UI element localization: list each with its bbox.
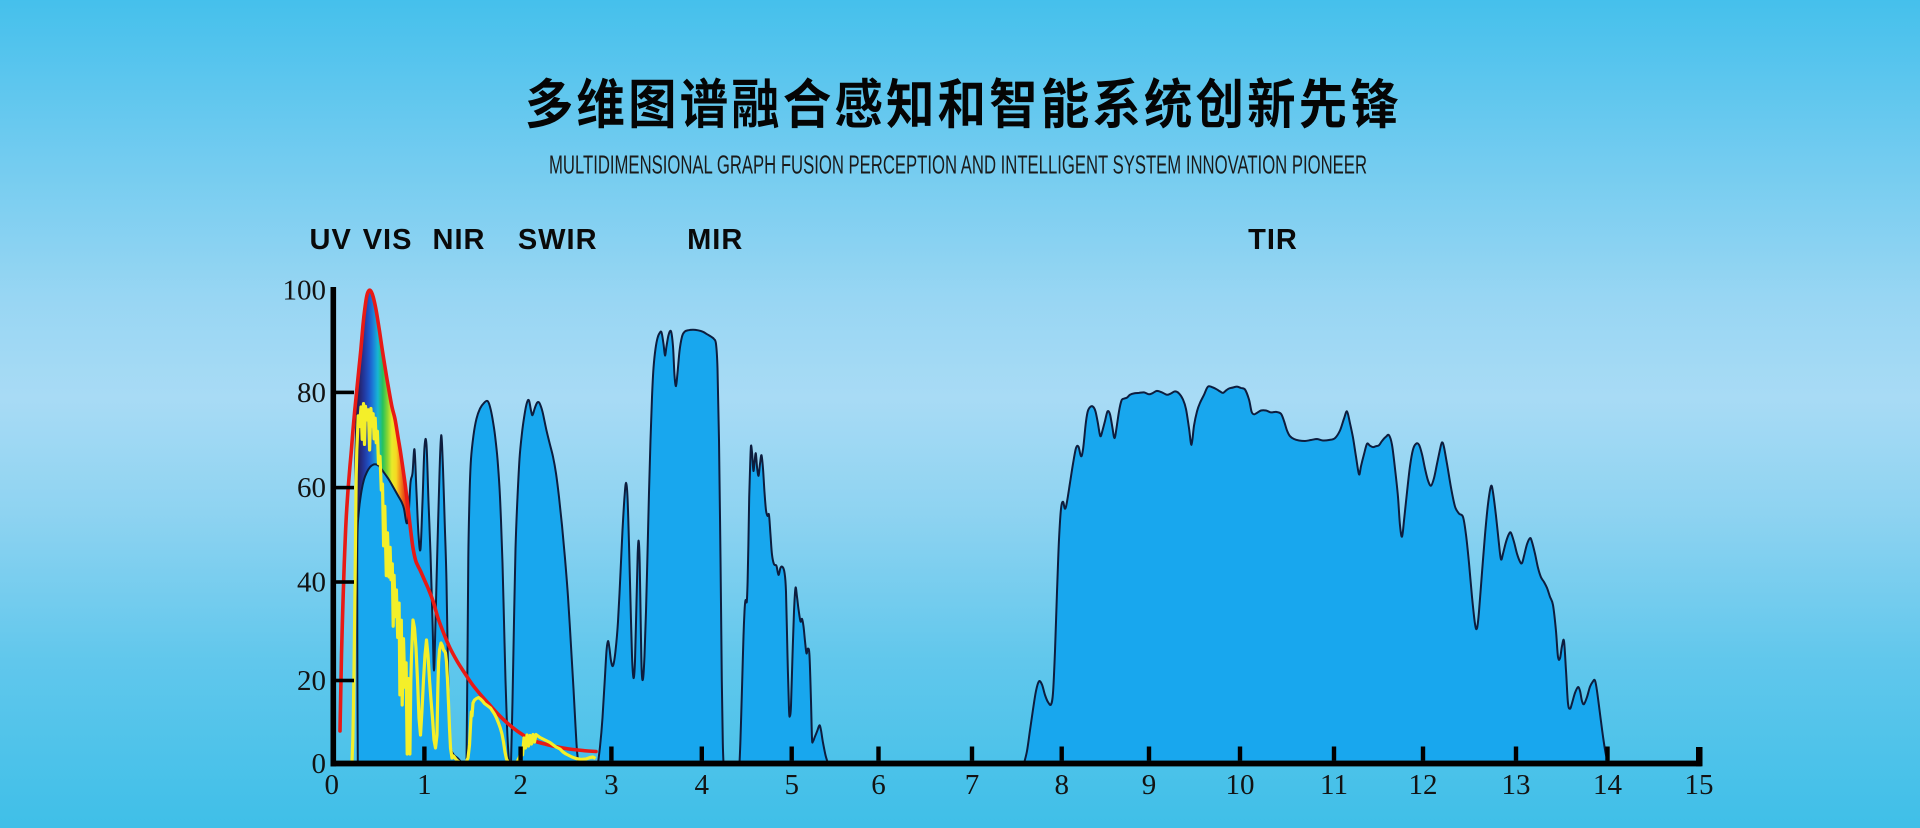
svg-text:0: 0 [312, 748, 327, 780]
svg-text:11: 11 [1320, 769, 1348, 801]
svg-text:12: 12 [1409, 769, 1438, 801]
svg-text:SWIR: SWIR [518, 224, 598, 256]
svg-text:60: 60 [297, 472, 326, 504]
svg-text:8: 8 [1054, 769, 1069, 801]
svg-text:0: 0 [325, 769, 340, 801]
svg-text:7: 7 [965, 769, 980, 801]
svg-text:9: 9 [1142, 769, 1157, 801]
svg-text:MULTIDIMENSIONAL GRAPH FUSION: MULTIDIMENSIONAL GRAPH FUSION PERCEPTION… [549, 150, 1367, 180]
svg-text:MIR: MIR [687, 224, 743, 256]
svg-text:VIS: VIS [363, 224, 413, 256]
svg-text:15: 15 [1685, 769, 1714, 801]
svg-text:4: 4 [695, 769, 710, 801]
svg-text:3: 3 [604, 769, 619, 801]
svg-text:14: 14 [1593, 769, 1623, 801]
svg-text:UV: UV [310, 224, 352, 256]
svg-text:13: 13 [1502, 769, 1531, 801]
svg-text:1: 1 [417, 769, 432, 801]
svg-text:2: 2 [513, 769, 528, 801]
svg-text:20: 20 [297, 665, 326, 697]
svg-text:80: 80 [297, 377, 326, 409]
svg-text:100: 100 [283, 275, 327, 307]
svg-text:5: 5 [784, 769, 799, 801]
svg-text:10: 10 [1226, 769, 1255, 801]
svg-text:TIR: TIR [1248, 224, 1298, 256]
svg-text:6: 6 [871, 769, 886, 801]
svg-text:NIR: NIR [433, 224, 486, 256]
svg-text:40: 40 [297, 567, 326, 599]
